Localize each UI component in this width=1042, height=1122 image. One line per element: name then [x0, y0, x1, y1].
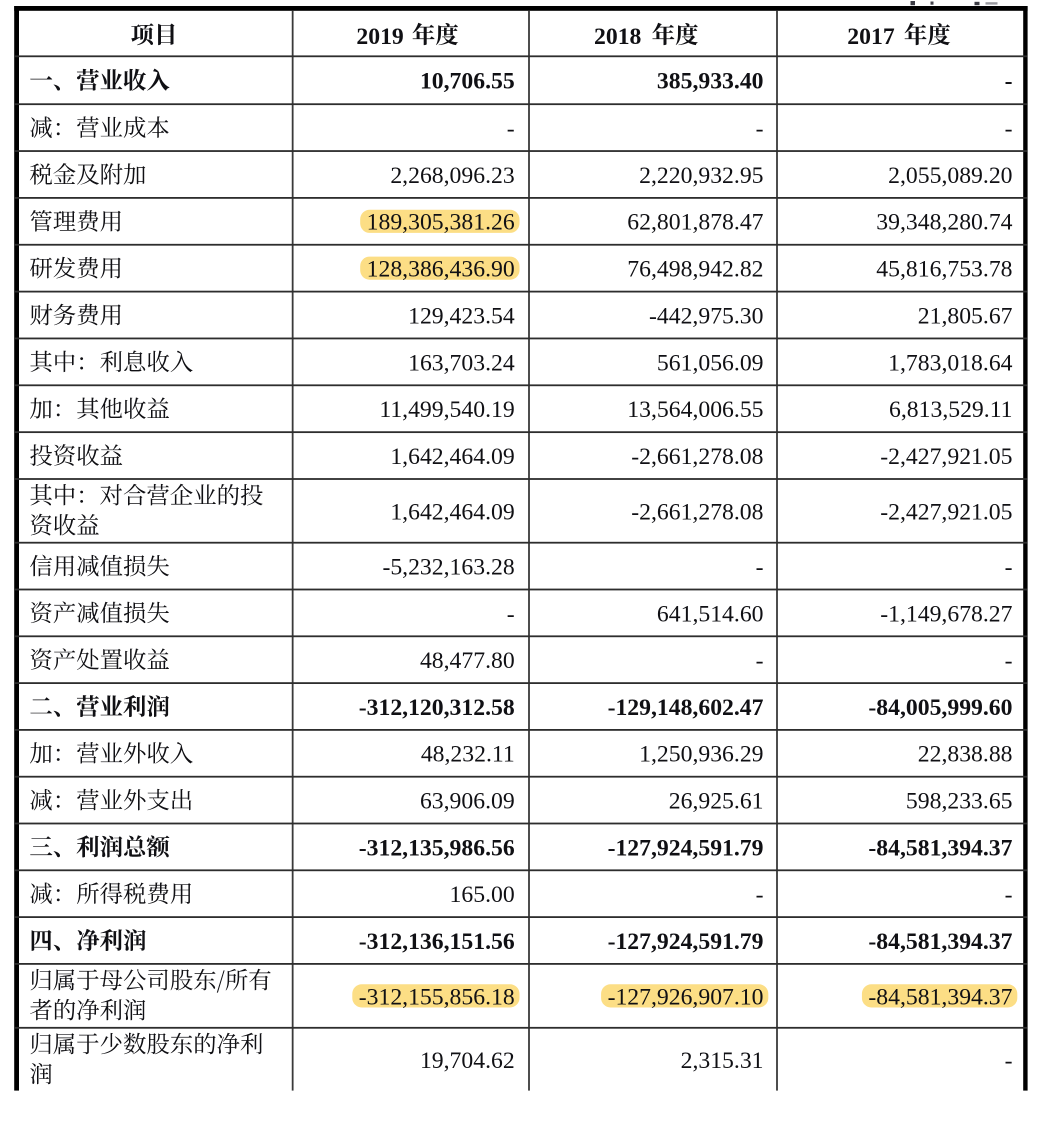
- svg-text:2019: 2019: [356, 24, 403, 50]
- svg-text:-: -: [1005, 1048, 1013, 1074]
- svg-text:1,642,464.09: 1,642,464.09: [390, 499, 514, 525]
- svg-text:48,232.11: 48,232.11: [421, 742, 515, 768]
- svg-text:-84,581,394.37: -84,581,394.37: [868, 929, 1012, 955]
- svg-text:163,703.24: 163,703.24: [408, 350, 515, 376]
- svg-text:26,925.61: 26,925.61: [669, 789, 764, 815]
- svg-text:-84,581,394.37: -84,581,394.37: [868, 835, 1012, 861]
- svg-text:128,386,436.90: 128,386,436.90: [367, 257, 515, 283]
- svg-text:-127,924,591.79: -127,924,591.79: [608, 929, 764, 955]
- svg-text:-312,155,856.18: -312,155,856.18: [359, 984, 515, 1010]
- svg-text:-5,232,163.28: -5,232,163.28: [382, 555, 514, 581]
- svg-text:21,805.67: 21,805.67: [918, 303, 1013, 329]
- svg-text:-2,427,921.05: -2,427,921.05: [880, 499, 1012, 525]
- svg-text:-127,924,591.79: -127,924,591.79: [608, 835, 764, 861]
- svg-text:-: -: [1005, 648, 1013, 674]
- svg-text:13,564,006.55: 13,564,006.55: [627, 397, 763, 423]
- svg-text:189,305,381.26: 189,305,381.26: [367, 210, 515, 236]
- svg-text:48,477.80: 48,477.80: [420, 648, 515, 674]
- svg-text:-127,926,907.10: -127,926,907.10: [608, 984, 764, 1010]
- svg-text:19,704.62: 19,704.62: [420, 1048, 515, 1074]
- svg-text:-312,120,312.58: -312,120,312.58: [359, 695, 515, 721]
- svg-text:2017: 2017: [847, 24, 895, 50]
- svg-text:-1,149,678.27: -1,149,678.27: [880, 601, 1012, 627]
- svg-text:63,906.09: 63,906.09: [420, 789, 515, 815]
- svg-text:76,498,942.82: 76,498,942.82: [627, 257, 763, 283]
- svg-text:-312,135,986.56: -312,135,986.56: [359, 835, 515, 861]
- svg-text:-84,005,999.60: -84,005,999.60: [868, 695, 1012, 721]
- svg-text:-: -: [756, 116, 764, 142]
- svg-text:385,933.40: 385,933.40: [657, 69, 764, 95]
- svg-text:-: -: [1005, 69, 1013, 95]
- svg-text:11,499,540.19: 11,499,540.19: [379, 397, 514, 423]
- svg-text:-: -: [1005, 882, 1013, 908]
- svg-text:6,813,529.11: 6,813,529.11: [889, 397, 1012, 423]
- svg-text:39,348,280.74: 39,348,280.74: [876, 210, 1012, 236]
- svg-text:1,642,464.09: 1,642,464.09: [390, 444, 514, 470]
- svg-text:2,055,089.20: 2,055,089.20: [888, 163, 1012, 189]
- svg-text:1,783,018.64: 1,783,018.64: [888, 350, 1013, 376]
- svg-text:-2,661,278.08: -2,661,278.08: [631, 499, 763, 525]
- svg-text:2,220,932.95: 2,220,932.95: [639, 163, 763, 189]
- svg-text:-2,661,278.08: -2,661,278.08: [631, 444, 763, 470]
- svg-text:561,056.09: 561,056.09: [657, 350, 764, 376]
- svg-text:-: -: [756, 882, 764, 908]
- svg-text:2,315.31: 2,315.31: [681, 1048, 764, 1074]
- svg-text:-: -: [1005, 116, 1013, 142]
- svg-text:1,250,936.29: 1,250,936.29: [639, 742, 763, 768]
- svg-text:129,423.54: 129,423.54: [408, 303, 515, 329]
- svg-text:-312,136,151.56: -312,136,151.56: [359, 929, 515, 955]
- svg-text:62,801,878.47: 62,801,878.47: [627, 210, 763, 236]
- svg-text:-: -: [507, 116, 515, 142]
- svg-text:2018: 2018: [594, 24, 642, 50]
- svg-text:-: -: [507, 601, 515, 627]
- svg-text:641,514.60: 641,514.60: [657, 601, 764, 627]
- svg-text:165.00: 165.00: [450, 882, 515, 908]
- svg-text:-129,148,602.47: -129,148,602.47: [608, 695, 764, 721]
- svg-text:10,706.55: 10,706.55: [420, 69, 515, 95]
- svg-text:-442,975.30: -442,975.30: [649, 303, 763, 329]
- svg-text:-: -: [1005, 555, 1013, 581]
- svg-text:-84,581,394.37: -84,581,394.37: [868, 984, 1012, 1010]
- svg-text:-: -: [756, 555, 764, 581]
- svg-text:22,838.88: 22,838.88: [918, 742, 1013, 768]
- svg-text:-: -: [756, 648, 764, 674]
- svg-text:598,233.65: 598,233.65: [906, 789, 1013, 815]
- svg-text:2,268,096.23: 2,268,096.23: [390, 163, 514, 189]
- svg-text:45,816,753.78: 45,816,753.78: [876, 257, 1012, 283]
- svg-text:-2,427,921.05: -2,427,921.05: [880, 444, 1012, 470]
